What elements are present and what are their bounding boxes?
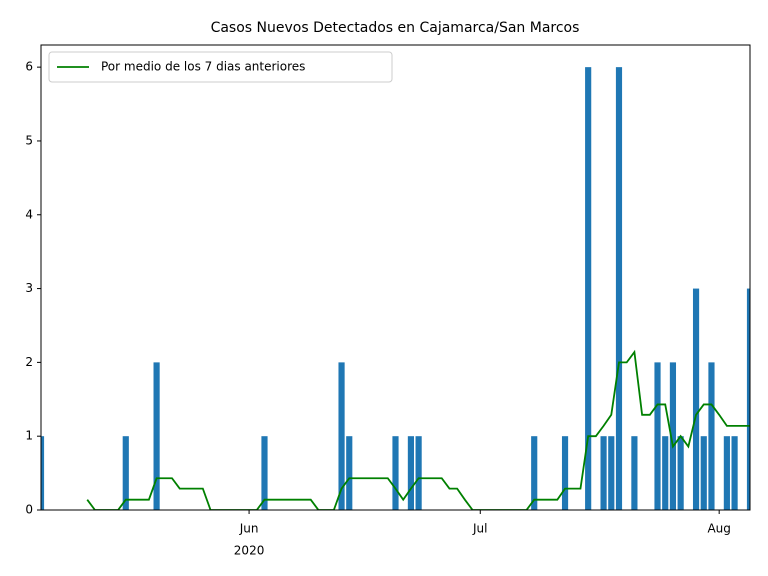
bar [153,362,160,510]
bar [615,67,623,510]
bar [731,436,738,510]
bar [407,436,414,510]
bar [392,436,399,510]
x-tick-label: Aug [707,522,730,536]
bar [654,362,661,510]
bar [41,436,45,510]
bar [600,436,607,510]
bar [585,67,592,510]
axes-frame [40,44,751,511]
bar [677,436,684,510]
bar [708,362,715,510]
bar [700,436,707,510]
x-sublabel: 2020 [234,544,265,558]
y-tick-label: 1 [25,429,33,443]
bar [122,436,129,510]
plot-area [41,67,750,510]
y-tick-label: 4 [25,207,33,221]
x-tick-label: Jun [239,522,259,536]
y-tick-label: 2 [25,355,33,369]
bar [662,436,669,510]
bar [746,288,750,510]
bar [723,436,730,510]
bar [346,436,353,510]
bar [631,436,638,510]
bar [692,288,700,510]
bar [669,362,677,510]
chart-title: Casos Nuevos Detectados en Cajamarca/San… [211,20,580,36]
y-tick-label: 0 [25,503,33,517]
bar [338,362,345,510]
bar [608,436,615,510]
y-tick-label: 5 [25,133,33,147]
bar [531,436,538,510]
bar [561,436,569,510]
y-tick-label: 3 [25,281,33,295]
y-tick-label: 6 [25,60,33,74]
bar [261,436,268,510]
line [86,349,750,510]
legend-label: Por medio de los 7 dias anteriores [101,60,305,74]
bar [415,436,422,510]
legend-box [48,51,393,83]
x-tick-label: Jul [472,522,487,536]
